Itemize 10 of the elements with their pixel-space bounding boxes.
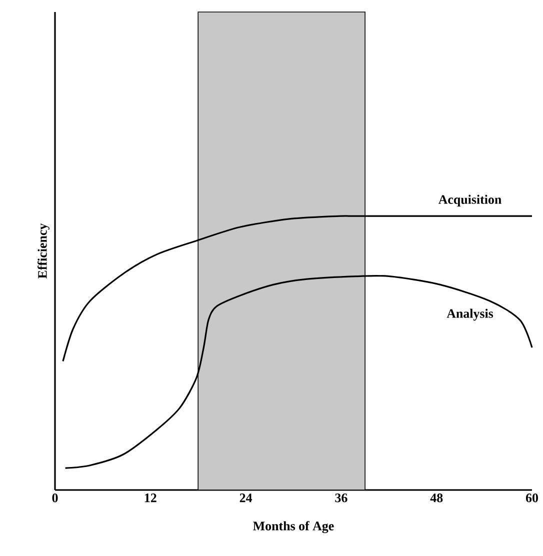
x-tick-label: 0 (52, 494, 58, 502)
x-tick-label: 60 (526, 494, 538, 502)
x-axis-title: Months of Age (253, 521, 334, 534)
x-tick-label: 36 (335, 494, 348, 502)
series-label: Analysis (446, 308, 494, 321)
x-tick-label: 48 (430, 494, 443, 502)
x-tick-label: 12 (144, 494, 156, 502)
x-tick-label: 24 (240, 494, 252, 502)
y-axis-title: Efficiency (38, 223, 50, 278)
series-label: Acquisition (438, 194, 502, 207)
